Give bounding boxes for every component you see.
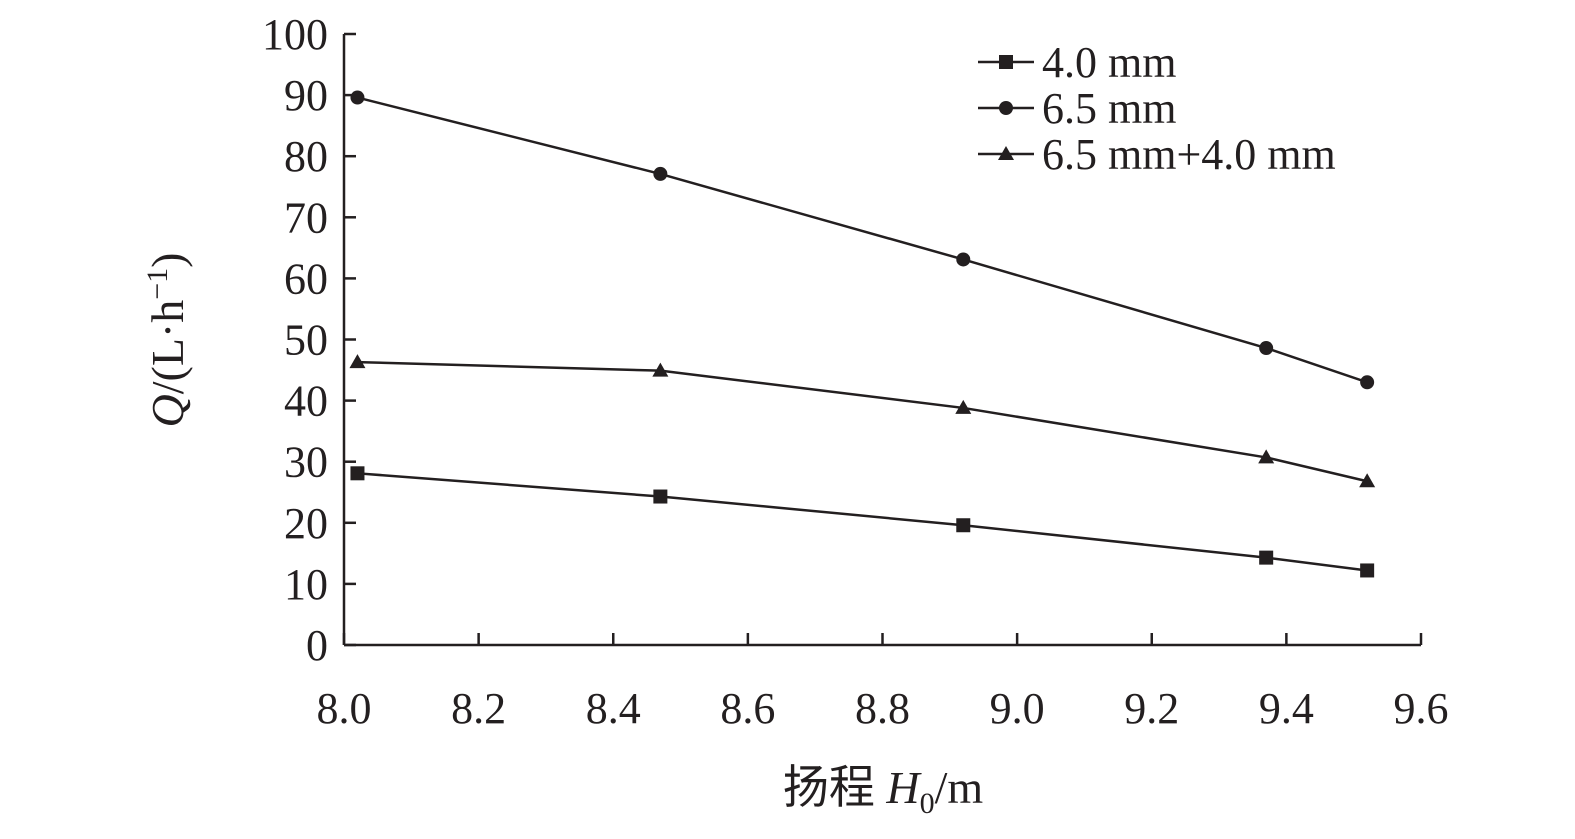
series-3: [349, 354, 1376, 488]
series-line: [357, 360, 1368, 483]
x-axis-title-prefix: 扬程: [783, 762, 887, 813]
y-axis-title-variable: Q: [142, 394, 193, 427]
axis-titles: 扬程 H0/m Q/(L·h−1): [141, 253, 983, 821]
data-point: [350, 90, 365, 105]
y-tick-label: 50: [284, 316, 328, 365]
data-point: [653, 489, 668, 504]
x-tick-label: 9.6: [1394, 684, 1449, 733]
x-axis-title-subscript: 0: [920, 787, 935, 820]
y-tick-label: 80: [284, 132, 328, 181]
y-tick-label: 10: [284, 560, 328, 609]
x-tick-label: 8.6: [720, 684, 775, 733]
x-tick-label: 8.8: [855, 684, 910, 733]
y-axis-title-suffix: ): [142, 253, 193, 268]
data-point: [1258, 449, 1275, 464]
legend-label: 6.5 mm+4.0 mm: [1042, 130, 1336, 179]
data-point: [1360, 563, 1375, 578]
y-tick-label: 40: [284, 377, 328, 426]
axes: 0 10 20 30 40 50 60 70 80 90 100 8.0 8.2 8.4 8.6 8.8 9.0…: [262, 10, 1449, 733]
data-point: [350, 466, 365, 481]
legend-marker: [999, 55, 1013, 69]
data-point: [652, 362, 669, 377]
legend-marker: [999, 101, 1013, 115]
data-point: [1259, 341, 1274, 356]
y-tick-label: 70: [284, 193, 328, 242]
data-point: [1259, 550, 1274, 565]
series-line: [357, 472, 1368, 572]
x-tick-label: 8.4: [586, 684, 641, 733]
series-1: [350, 466, 1375, 578]
x-tick-label: 9.0: [990, 684, 1045, 733]
y-tick-label: 60: [284, 254, 328, 303]
x-tick-label: 9.4: [1259, 684, 1314, 733]
legend-item: 6.5 mm+4.0 mm: [978, 130, 1336, 179]
legend-marker: [998, 146, 1014, 160]
x-axis-title-suffix: /m: [935, 762, 984, 813]
data-point: [956, 518, 971, 533]
y-tick-label: 100: [262, 10, 328, 59]
data-point: [1359, 473, 1376, 488]
legend-item: 4.0 mm: [978, 38, 1176, 87]
x-tick-label: 8.0: [317, 684, 372, 733]
data-point: [955, 399, 972, 414]
legend-label: 4.0 mm: [1042, 38, 1176, 87]
y-tick-label: 20: [284, 499, 328, 548]
y-tick-label: 90: [284, 71, 328, 120]
legend-item: 6.5 mm: [978, 84, 1176, 133]
y-tick-label: 30: [284, 438, 328, 487]
x-axis-title-variable: H: [885, 762, 922, 813]
y-axis-title: Q/(L·h−1): [141, 253, 193, 428]
data-point: [653, 166, 668, 181]
y-axis-title-superscript: −1: [141, 268, 174, 300]
y-axis-title-middle: /(L·h: [142, 300, 193, 395]
legend: 4.0 mm6.5 mm6.5 mm+4.0 mm: [978, 38, 1336, 179]
data-point: [1360, 375, 1375, 390]
x-tick-label: 9.2: [1124, 684, 1179, 733]
data-point: [956, 252, 971, 267]
x-axis-title: 扬程 H0/m: [783, 762, 984, 820]
data-point: [349, 354, 366, 369]
y-tick-label: 0: [306, 621, 328, 670]
plot-area: [349, 90, 1376, 578]
legend-label: 6.5 mm: [1042, 84, 1176, 133]
x-tick-label: 8.2: [451, 684, 506, 733]
series-2: [350, 90, 1375, 390]
